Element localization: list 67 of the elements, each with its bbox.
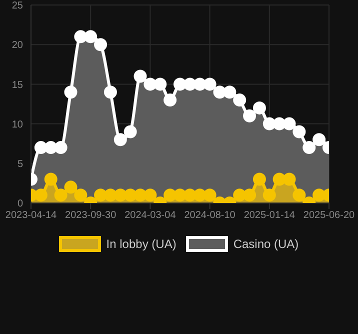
point [134,70,147,83]
point [124,188,137,202]
point [94,38,108,52]
point [54,188,68,202]
point [203,188,216,202]
y-tick-label: 25 [12,0,24,12]
point [282,117,296,130]
point [183,78,196,91]
point [114,133,127,146]
point [84,30,98,44]
point [262,117,276,130]
point [164,188,177,202]
point [174,78,186,91]
point [44,141,58,154]
legend-label: Casino (UA) [233,237,299,251]
point [203,78,216,91]
point [193,188,206,202]
point [44,172,58,186]
y-tick-label: 20 [12,40,24,52]
point [164,94,177,107]
point [94,188,108,202]
y-tick-label: 0 [17,198,24,210]
point [272,172,286,186]
point [243,109,256,122]
point [252,172,266,186]
point [193,78,206,91]
point [213,86,226,99]
point [243,188,256,202]
y-tick-label: 5 [17,158,24,170]
point [104,86,117,99]
point [124,125,137,138]
y-tick-label: 15 [12,80,24,91]
point [292,188,306,202]
point [64,86,78,99]
point [54,141,68,154]
point [252,101,266,114]
point [114,188,127,202]
point [34,141,48,154]
point [312,133,326,146]
point [154,78,167,91]
point [302,141,316,154]
x-tick-label: 2024-03-04 [124,210,176,222]
point [183,188,196,202]
point [292,125,306,138]
point [144,188,157,202]
point [312,188,326,202]
x-tick-label: 2025-06-20 [303,210,356,222]
point [282,172,296,186]
point [64,180,78,194]
point [233,94,246,107]
y-tick-label: 10 [12,119,24,130]
point [223,86,236,99]
x-tick-label: 2025-01-14 [244,210,296,222]
point [144,78,157,91]
point [174,188,186,202]
x-tick-label: 2023-04-14 [5,210,58,222]
point [74,30,88,44]
point [134,188,147,202]
point [104,188,117,202]
point [233,188,246,202]
point [74,188,88,202]
x-tick-label: 2024-08-10 [184,210,236,222]
point [34,188,48,202]
x-tick-label: 2023-09-30 [65,210,117,222]
point [262,188,276,202]
point [272,117,286,130]
legend-label: In lobby (UA) [106,237,176,251]
